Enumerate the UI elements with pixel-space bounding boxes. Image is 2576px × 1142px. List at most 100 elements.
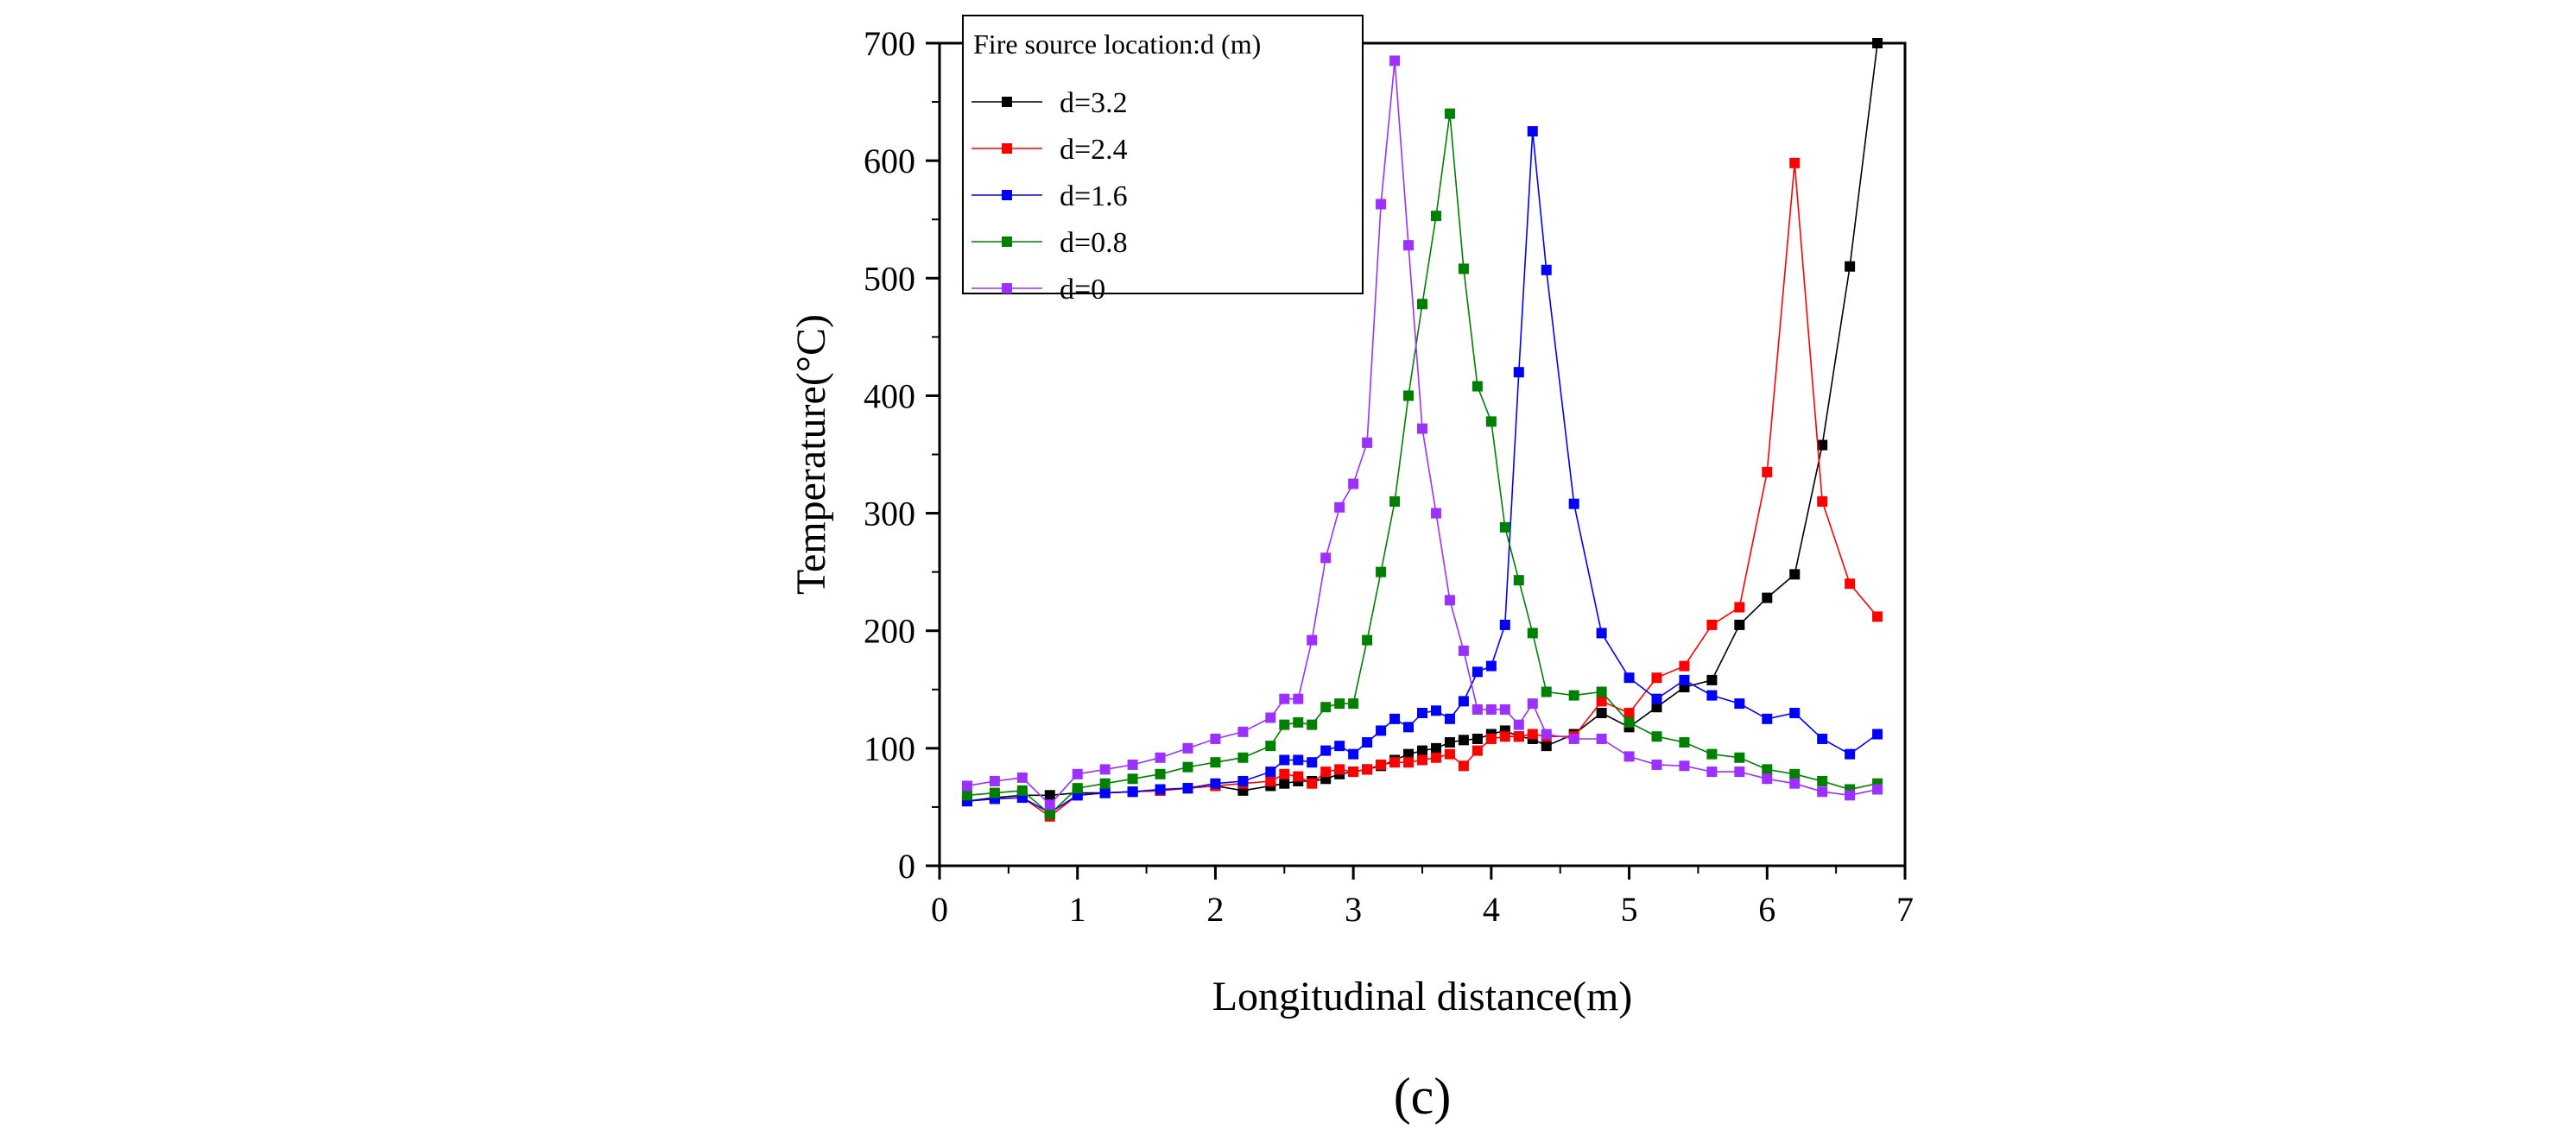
data-point bbox=[1279, 754, 1290, 766]
y-tick-label: 100 bbox=[864, 729, 915, 768]
data-point bbox=[1376, 725, 1387, 736]
x-tick-label: 1 bbox=[1069, 890, 1086, 929]
data-point bbox=[1789, 157, 1801, 168]
data-point bbox=[1444, 108, 1455, 119]
data-point bbox=[1734, 698, 1745, 710]
data-point bbox=[1334, 502, 1345, 513]
data-point bbox=[1706, 619, 1718, 630]
data-point bbox=[1458, 760, 1469, 772]
data-point bbox=[1044, 790, 1055, 801]
data-point bbox=[1430, 508, 1441, 519]
data-point bbox=[1706, 674, 1718, 685]
legend-entries: d=3.2 d=2.4 d=1.6 d=0.8 d=0 bbox=[972, 87, 1128, 306]
legend-marker bbox=[1002, 190, 1012, 200]
data-point bbox=[1596, 628, 1607, 639]
data-point bbox=[1817, 439, 1828, 451]
data-point bbox=[1210, 757, 1221, 768]
data-point bbox=[1403, 757, 1415, 768]
data-point bbox=[1307, 757, 1318, 768]
data-point bbox=[1417, 708, 1427, 719]
data-point bbox=[1734, 602, 1745, 613]
data-point bbox=[1348, 748, 1359, 760]
data-point bbox=[1376, 566, 1387, 577]
y-tick-label: 300 bbox=[864, 495, 915, 533]
data-point bbox=[1762, 764, 1773, 775]
data-point bbox=[1376, 199, 1387, 210]
data-point bbox=[1389, 757, 1401, 768]
data-point bbox=[1568, 690, 1579, 701]
data-point bbox=[1210, 733, 1221, 744]
data-point bbox=[1376, 759, 1387, 770]
series-d=1.6 bbox=[961, 126, 1883, 818]
data-point bbox=[1348, 478, 1359, 489]
x-tick-label: 0 bbox=[931, 890, 948, 929]
data-point bbox=[1513, 367, 1524, 378]
data-point bbox=[1362, 634, 1373, 646]
data-point bbox=[1444, 595, 1455, 606]
data-point bbox=[1706, 748, 1718, 760]
data-point bbox=[989, 787, 1000, 798]
data-point bbox=[1320, 552, 1332, 564]
data-point bbox=[1155, 752, 1166, 763]
data-point bbox=[1706, 690, 1718, 701]
data-point bbox=[1762, 713, 1773, 724]
data-point bbox=[1706, 767, 1718, 778]
data-point bbox=[1320, 745, 1332, 756]
data-point bbox=[1182, 742, 1193, 754]
data-point bbox=[1182, 783, 1193, 794]
data-point bbox=[1734, 619, 1745, 630]
legend-entry: d=3.2 bbox=[972, 87, 1128, 119]
data-point bbox=[1817, 775, 1828, 786]
data-point bbox=[1568, 733, 1579, 744]
data-point bbox=[1485, 416, 1497, 427]
data-point bbox=[1279, 778, 1290, 789]
data-point bbox=[1155, 784, 1166, 795]
data-point bbox=[1679, 737, 1690, 748]
data-point bbox=[1734, 752, 1745, 763]
panel-label: (c) bbox=[1394, 1068, 1452, 1125]
data-point bbox=[1417, 423, 1427, 434]
data-point bbox=[1444, 713, 1455, 724]
y-tick-label: 600 bbox=[864, 142, 915, 180]
data-point bbox=[1334, 741, 1345, 752]
data-point bbox=[1307, 778, 1318, 789]
data-point bbox=[1237, 752, 1249, 763]
data-point bbox=[1016, 772, 1028, 783]
data-point bbox=[1651, 672, 1662, 684]
data-point bbox=[1596, 733, 1607, 744]
data-point bbox=[961, 780, 972, 792]
data-point bbox=[1472, 381, 1483, 392]
data-point bbox=[1155, 768, 1166, 779]
y-axis-title: Temperature(°C) bbox=[788, 314, 834, 595]
data-point bbox=[1348, 698, 1359, 710]
data-point bbox=[1541, 264, 1552, 275]
data-point bbox=[1651, 759, 1662, 770]
data-point bbox=[1499, 703, 1510, 715]
data-point bbox=[1513, 575, 1524, 586]
data-point bbox=[1279, 768, 1290, 779]
data-point bbox=[1044, 809, 1055, 820]
legend-entry: d=0.8 bbox=[972, 227, 1128, 259]
data-point bbox=[1127, 773, 1138, 785]
legend-label: d=0 bbox=[1060, 274, 1105, 306]
data-point bbox=[1072, 768, 1083, 779]
data-point bbox=[1265, 775, 1276, 786]
data-point bbox=[1265, 712, 1276, 723]
data-point bbox=[1417, 299, 1427, 310]
data-point bbox=[989, 775, 1000, 786]
data-point bbox=[1485, 733, 1497, 744]
data-point bbox=[1265, 767, 1276, 778]
data-point bbox=[1596, 686, 1607, 697]
data-point bbox=[1596, 696, 1607, 707]
data-point bbox=[1499, 731, 1510, 742]
x-axis-title: Longitudinal distance(m) bbox=[1212, 974, 1633, 1019]
data-point bbox=[1789, 708, 1801, 719]
data-point bbox=[1237, 726, 1249, 737]
data-point bbox=[1499, 619, 1510, 630]
data-point bbox=[1099, 787, 1111, 798]
data-point bbox=[961, 790, 972, 801]
data-point bbox=[1541, 729, 1552, 740]
data-point bbox=[1623, 708, 1635, 719]
data-point bbox=[1872, 611, 1883, 622]
